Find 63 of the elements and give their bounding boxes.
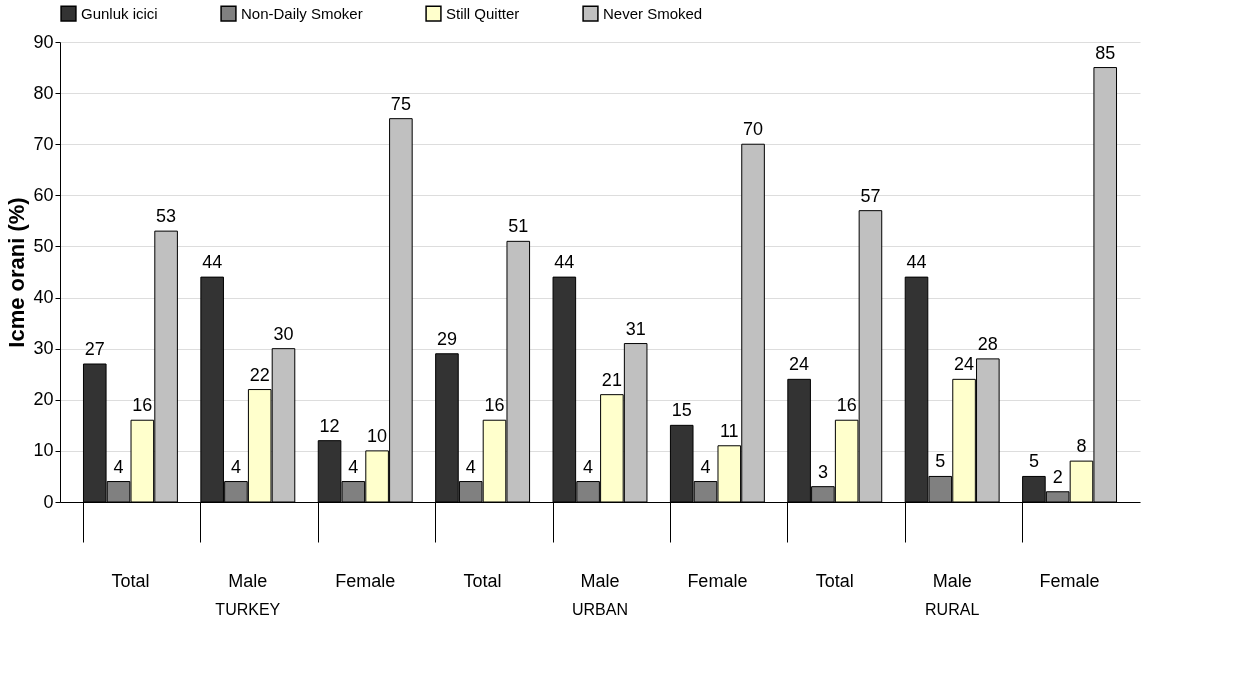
data-label: 5 (1028, 451, 1039, 472)
x-tick-label: Female (687, 570, 748, 591)
y-tick-label: 60 (33, 184, 54, 205)
data-label: 22 (249, 364, 270, 385)
data-label: 4 (348, 456, 359, 477)
data-label: 28 (977, 333, 998, 354)
data-label: 4 (230, 456, 241, 477)
data-label: 11 (719, 420, 739, 441)
data-label: 27 (84, 339, 105, 359)
y-tick-label: 50 (33, 235, 54, 256)
x-tick-label: Female (1039, 570, 1100, 591)
text: URBAN (571, 601, 629, 618)
data-label: 4 (465, 456, 476, 477)
data-label: 53 (156, 206, 177, 227)
y-tick-label: 0 (43, 491, 54, 512)
data-label: 21 (601, 369, 622, 390)
y-tick-label: 80 (33, 82, 54, 103)
data-label: 4 (700, 456, 711, 477)
legend-label: Non-Daily Smoker (241, 4, 363, 22)
data-label: 85 (1095, 42, 1116, 63)
data-label: 8 (1076, 436, 1087, 457)
x-tick-label: Female (335, 570, 396, 591)
data-label: 29 (436, 328, 457, 349)
data-label: 4 (113, 456, 124, 477)
y-tick-label: 40 (33, 287, 54, 308)
text: TURKEY (215, 601, 281, 618)
y-tick-label: 30 (33, 338, 54, 359)
data-label: 24 (954, 354, 975, 375)
data-label: 24 (789, 354, 810, 375)
data-label: 12 (319, 415, 340, 436)
x-tick-label: Total (111, 570, 150, 591)
x-tick-label: Total (815, 570, 854, 591)
data-label: 16 (836, 395, 857, 416)
data-label: 51 (508, 216, 529, 237)
legend-label: Gunluk icici (81, 4, 158, 22)
data-label: 44 (906, 252, 927, 273)
data-label: 2 (1052, 466, 1063, 487)
text: RURAL (925, 601, 980, 618)
x-tick-label: Male (580, 570, 620, 591)
y-tick-label: 90 (33, 31, 54, 52)
x-tick-label: Male (228, 570, 268, 591)
x-tick-label: Male (932, 570, 972, 591)
y-tick-label: 10 (33, 440, 54, 461)
x-tick-label: Total (463, 570, 502, 591)
data-label: 15 (671, 400, 692, 421)
data-label: 3 (817, 461, 828, 482)
data-label: 44 (202, 252, 223, 273)
legend-label: Still Quitter (446, 4, 520, 22)
data-label: 16 (132, 395, 153, 416)
data-label: 5 (935, 451, 946, 472)
data-label: 16 (484, 395, 505, 416)
y-tick-label: 20 (33, 389, 54, 410)
data-label: 4 (583, 456, 594, 477)
data-label: 30 (273, 323, 294, 344)
y-axis-title: Icme orani (%) (4, 197, 30, 348)
data-label: 57 (860, 185, 881, 206)
data-label: 31 (625, 318, 646, 339)
data-label: 44 (554, 252, 575, 273)
legend-label: Never Smoked (603, 4, 703, 22)
data-label: 10 (367, 425, 388, 446)
data-label: 70 (743, 119, 764, 140)
y-tick-label: 70 (33, 133, 54, 154)
data-label: 75 (390, 93, 411, 114)
